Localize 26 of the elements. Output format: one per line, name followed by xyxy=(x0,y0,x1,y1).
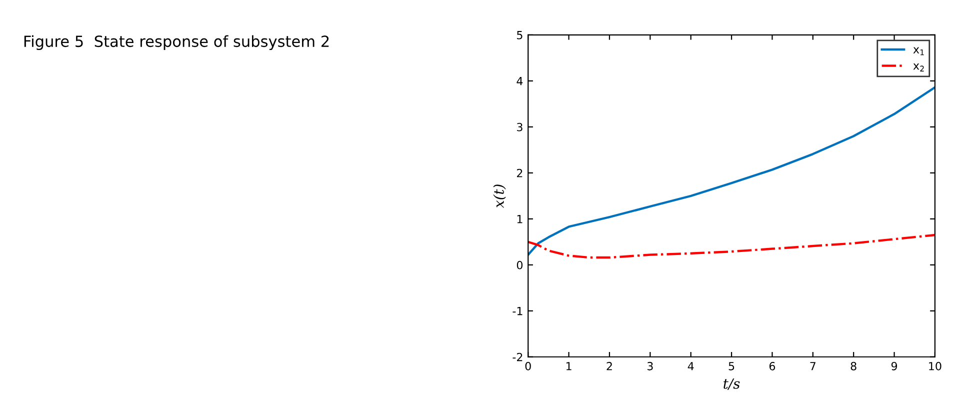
legend-label: x$_{2}$ xyxy=(913,64,924,72)
line-series xyxy=(528,86,935,256)
x-tick-label: 0 xyxy=(525,362,531,370)
y-tick-label: 5 xyxy=(517,31,522,40)
x-tick-label: 1 xyxy=(566,362,572,370)
x-tick-label: 7 xyxy=(810,362,816,370)
y-axis-title: x(t) xyxy=(493,184,506,208)
x-tick-label: 3 xyxy=(647,362,653,370)
x-tick-label: 8 xyxy=(850,362,856,370)
x-tick-label: 4 xyxy=(688,362,694,370)
legend-label: x$_{1}$ xyxy=(913,47,924,56)
x-tick-label: 6 xyxy=(769,362,776,370)
text: Figure 5 State response of subsystem 2 xyxy=(24,35,329,50)
y-tick-label: 3 xyxy=(517,122,522,132)
y-tick-label: 1 xyxy=(517,215,522,224)
y-tick-label: 4 xyxy=(516,77,523,86)
x-axis-title: t/s xyxy=(724,378,740,390)
x-tick-label: 9 xyxy=(891,362,898,370)
x-tick-label: 5 xyxy=(728,362,734,370)
x-tick-label: 10 xyxy=(929,362,942,370)
x-tick-label: 2 xyxy=(606,362,612,370)
y-tick-label: -1 xyxy=(512,307,522,316)
y-tick-label: 0 xyxy=(516,260,523,270)
y-tick-label: 2 xyxy=(517,168,522,178)
y-tick-label: -2 xyxy=(512,352,522,362)
line-series xyxy=(528,234,935,259)
